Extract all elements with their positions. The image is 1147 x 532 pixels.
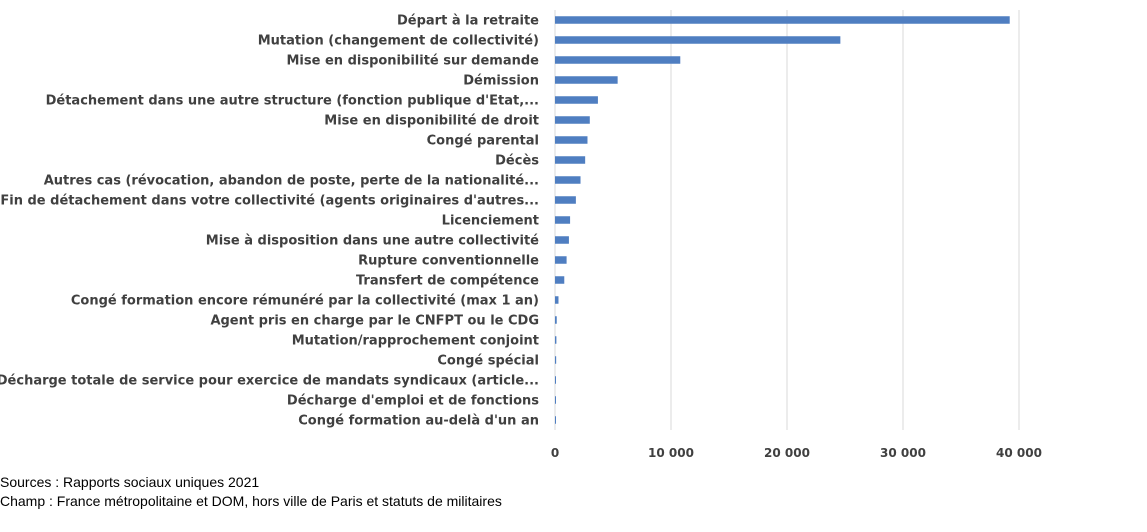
bar bbox=[555, 136, 588, 144]
bar bbox=[555, 36, 841, 44]
bar bbox=[555, 196, 576, 204]
bar bbox=[555, 376, 556, 384]
bar bbox=[555, 236, 569, 244]
bar bbox=[555, 276, 565, 284]
category-label: Détachement dans une autre structure (fo… bbox=[46, 94, 539, 109]
bar bbox=[555, 336, 557, 344]
bar bbox=[555, 116, 590, 124]
category-label: Autres cas (révocation, abandon de poste… bbox=[44, 174, 539, 189]
bar bbox=[555, 256, 567, 264]
bar-chart: Départ à la retraite Mutation (changement… bbox=[0, 10, 1042, 460]
bar bbox=[555, 76, 618, 84]
bar bbox=[555, 316, 557, 324]
bar bbox=[555, 356, 557, 364]
category-label: Transfert de compétence bbox=[356, 274, 539, 289]
gridlines bbox=[554, 10, 1020, 430]
bar bbox=[555, 296, 559, 304]
bar bbox=[555, 156, 586, 164]
category-label: Départ à la retraite bbox=[397, 14, 539, 29]
category-label: Rupture conventionnelle bbox=[358, 254, 539, 269]
bar bbox=[555, 416, 556, 424]
category-label: Mise à disposition dans une autre collec… bbox=[206, 234, 539, 249]
category-labels: Départ à la retraite Mutation (changement… bbox=[0, 14, 539, 429]
category-label: Congé spécial bbox=[437, 354, 539, 369]
category-label: Fin de détachement dans votre collectivi… bbox=[0, 194, 539, 209]
bar bbox=[555, 96, 598, 104]
scope-note: Champ : France métropolitaine et DOM, ho… bbox=[0, 493, 502, 509]
bar bbox=[555, 176, 581, 184]
x-tick-label: 40 000 bbox=[996, 446, 1042, 460]
x-tick-label: 30 000 bbox=[880, 446, 926, 460]
category-label: Décharge totale de service pour exercice… bbox=[0, 374, 539, 389]
x-axis-tick-labels: 0 10 000 20 000 30 000 40 000 bbox=[551, 446, 1042, 460]
category-label: Décharge d'emploi et de fonctions bbox=[287, 394, 539, 409]
category-label: Décès bbox=[495, 154, 539, 169]
category-label: Mutation (changement de collectivité) bbox=[258, 34, 539, 49]
category-label: Licenciement bbox=[442, 214, 539, 229]
category-label: Congé formation au-delà d'un an bbox=[298, 414, 539, 429]
category-label: Mise en disponibilité de droit bbox=[324, 114, 539, 129]
x-tick-label: 10 000 bbox=[648, 446, 694, 460]
x-tick-label: 0 bbox=[551, 446, 559, 460]
x-tick-label: 20 000 bbox=[764, 446, 810, 460]
category-label: Congé parental bbox=[427, 134, 539, 149]
bar bbox=[555, 16, 1010, 24]
bar bbox=[555, 396, 556, 404]
bar bbox=[555, 216, 571, 224]
category-label: Congé formation encore rémunéré par la c… bbox=[71, 294, 539, 309]
source-note: Sources : Rapports sociaux uniques 2021 bbox=[0, 474, 260, 490]
category-label: Mutation/rapprochement conjoint bbox=[292, 334, 539, 349]
bars bbox=[555, 16, 1010, 424]
category-label: Démission bbox=[463, 74, 539, 89]
bar bbox=[555, 56, 681, 64]
category-label: Mise en disponibilité sur demande bbox=[287, 54, 540, 69]
category-label: Agent pris en charge par le CNFPT ou le … bbox=[210, 314, 539, 329]
